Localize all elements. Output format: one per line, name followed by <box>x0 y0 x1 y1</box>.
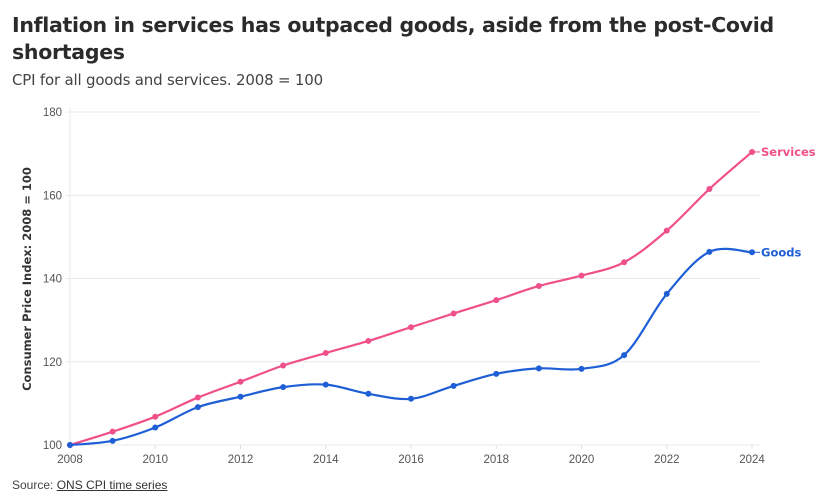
y-tick-label: 180 <box>43 107 62 119</box>
data-point-services <box>280 362 287 369</box>
data-point-goods <box>365 390 372 397</box>
source-prefix: Source: <box>12 478 57 492</box>
data-point-services <box>322 350 329 357</box>
data-point-goods <box>621 352 628 359</box>
data-point-services <box>237 378 244 385</box>
data-point-services <box>493 297 500 304</box>
x-tick-label: 2016 <box>398 454 424 466</box>
x-tick-label: 2020 <box>569 454 595 466</box>
data-point-goods <box>493 370 500 377</box>
x-tick-label: 2012 <box>228 454 254 466</box>
series-labels: Services Goods <box>752 145 816 259</box>
data-point-goods <box>67 442 73 448</box>
data-point-goods <box>578 365 585 372</box>
series-label-services: Services <box>761 145 816 159</box>
series-lines <box>67 148 755 448</box>
x-tick-label: 2010 <box>142 454 168 466</box>
y-axis-label: Consumer Price Index: 2008 = 100 <box>20 167 34 391</box>
chart-title: Inflation in services has outpaced goods… <box>12 13 774 64</box>
data-point-goods <box>663 290 670 297</box>
data-point-services <box>365 337 372 344</box>
data-point-goods <box>535 365 542 372</box>
data-point-services <box>578 272 585 279</box>
data-point-services <box>194 394 201 401</box>
data-point-goods <box>322 381 329 388</box>
data-point-goods <box>152 424 159 431</box>
x-tick-label: 2014 <box>313 454 339 466</box>
data-point-services <box>535 282 542 289</box>
y-tick-label: 120 <box>43 357 62 369</box>
data-point-services <box>450 310 457 317</box>
data-point-services <box>663 227 670 234</box>
y-tick-label: 100 <box>43 440 62 452</box>
axes: 100 120 140 160 180 2008 2010 2012 2014 2016 2018 2… <box>43 107 766 466</box>
y-tick-label: 160 <box>43 190 62 202</box>
data-point-services <box>621 259 628 266</box>
series-label-goods: Goods <box>761 245 801 259</box>
x-tick-label: 2018 <box>483 454 509 466</box>
source-note: Source: ONS CPI time series <box>12 478 167 492</box>
data-point-services <box>109 428 116 435</box>
data-point-services <box>152 413 159 420</box>
data-point-services <box>408 324 414 331</box>
data-point-goods <box>706 248 713 255</box>
source-link[interactable]: ONS CPI time series <box>56 478 168 492</box>
x-tick-label: 2022 <box>654 454 680 466</box>
data-point-goods <box>280 384 287 391</box>
data-point-goods <box>237 393 244 400</box>
data-point-goods <box>450 382 457 389</box>
chart-subtitle: CPI for all goods and services. 2008 = 1… <box>12 71 323 89</box>
x-tick-label: 2008 <box>57 454 83 466</box>
y-tick-label: 140 <box>43 274 62 286</box>
data-point-goods <box>408 395 414 402</box>
data-point-goods <box>194 404 201 411</box>
gridlines <box>66 111 760 446</box>
data-point-goods <box>109 437 116 444</box>
x-tick-label: 2024 <box>739 454 765 466</box>
data-point-services <box>706 186 713 193</box>
